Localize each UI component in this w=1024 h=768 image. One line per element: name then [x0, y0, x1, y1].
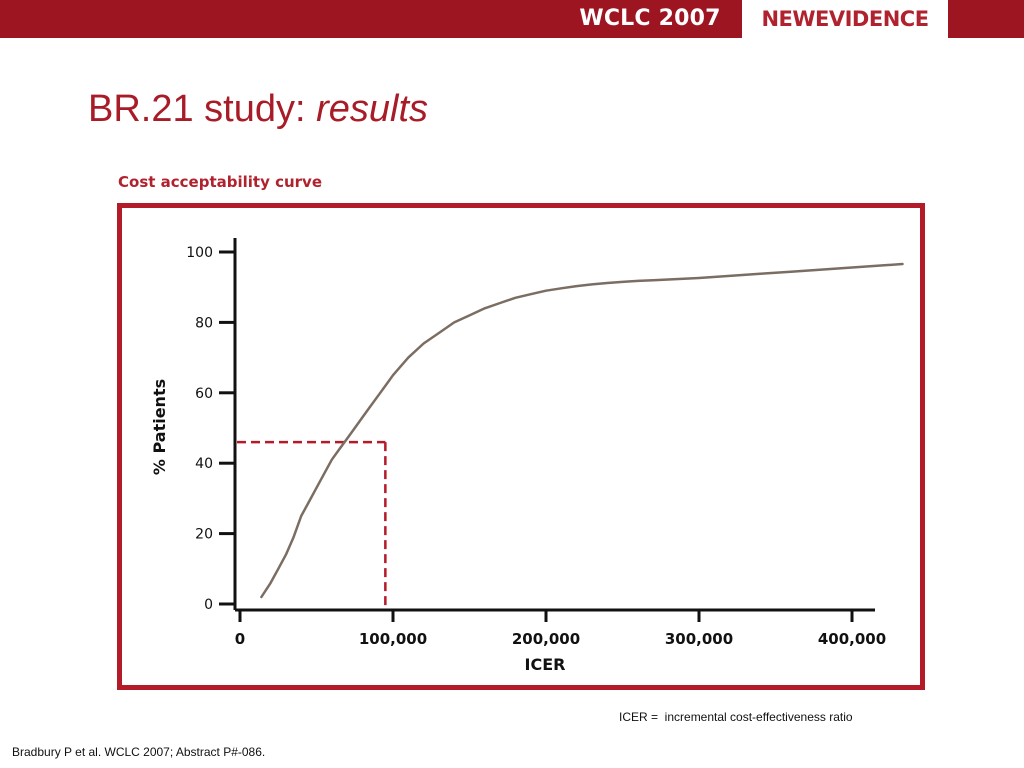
y-tick-label: 40: [195, 456, 213, 472]
icer-footnote: ICER = incremental cost-effectiveness ra…: [619, 710, 853, 724]
y-tick-label: 0: [204, 597, 213, 613]
x-tick-label: 0: [235, 630, 245, 648]
y-tick-label: 100: [186, 245, 213, 261]
slide-title-main: BR.21 study:: [88, 88, 306, 130]
slide-title: BR.21 study: results: [88, 88, 428, 131]
brand-logo-box: NEWEVIDENCE: [742, 0, 948, 38]
x-tick-label: 200,000: [512, 630, 580, 648]
citation: Bradbury P et al. WCLC 2007; Abstract P#…: [12, 745, 266, 759]
x-tick-label: 300,000: [665, 630, 733, 648]
y-tick-label: 20: [195, 527, 213, 543]
conference-label: WCLC 2007: [579, 6, 721, 31]
y-axis-title: % Patients: [150, 379, 169, 475]
header-bar: WCLC 2007 NEWEVIDENCE: [0, 0, 1024, 38]
newevidence-logo: NEWEVIDENCE: [761, 7, 929, 31]
x-axis-title: ICER: [525, 655, 566, 674]
slide-title-results: results: [316, 88, 429, 130]
chart-title: Cost acceptability curve: [118, 173, 322, 191]
x-tick-label: 100,000: [359, 630, 427, 648]
x-tick-label: 400,000: [818, 630, 886, 648]
y-tick-label: 80: [195, 315, 213, 331]
chart-marks: 0 20 40 60 80 100 0 100,000 200,000 300,000 400,00…: [186, 238, 904, 648]
y-tick-label: 60: [195, 386, 213, 402]
cost-acceptability-curve: [260, 262, 904, 599]
